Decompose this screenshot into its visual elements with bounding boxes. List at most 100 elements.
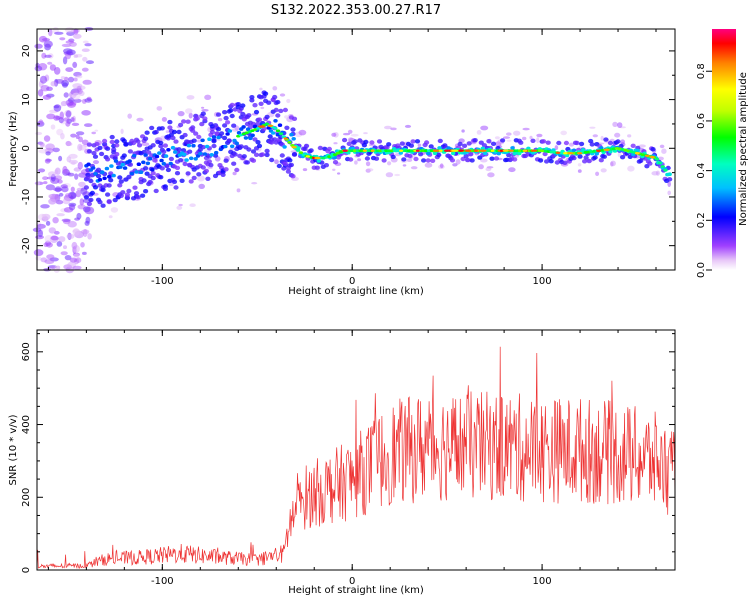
ridge-blob [588, 138, 594, 144]
x-tick-label: 100 [533, 576, 552, 587]
ridge-blob [113, 159, 119, 163]
ridge-blob [577, 154, 583, 159]
noise-blob [67, 97, 75, 103]
ridge-blob [258, 101, 264, 107]
noise-blob [120, 128, 124, 134]
ridge-blob [117, 183, 123, 188]
ridge-blob [114, 152, 120, 157]
ridge-blob [246, 147, 252, 152]
noise-blob [337, 172, 341, 175]
snr-series [36, 346, 676, 570]
ridge-blob [530, 138, 536, 143]
ridge-blob [245, 127, 251, 131]
noise-blob [44, 158, 51, 164]
ridge-blob [208, 162, 214, 168]
noise-blob [522, 136, 527, 141]
snr-y-axis-label: SNR (10 * v/v) [8, 414, 19, 485]
ridge-blob [149, 125, 155, 131]
x-tick-label: -100 [151, 576, 174, 587]
ridge-blob [346, 141, 352, 146]
ridge-blob [252, 124, 258, 129]
ridge-blob [266, 126, 271, 130]
noise-blob [494, 136, 500, 140]
ridge-blob [256, 117, 263, 122]
ridge-blob [243, 136, 249, 140]
noise-blob [50, 266, 56, 270]
ridge-blob [106, 199, 112, 204]
noise-blob [81, 67, 89, 72]
x-tick-label: 100 [533, 276, 552, 287]
ridge-blob [287, 158, 293, 163]
ridge-blob [599, 146, 604, 150]
ridge-blob [162, 186, 168, 191]
ridge-blob [99, 151, 105, 157]
ridge-blob [407, 153, 413, 159]
ridge-blob [92, 185, 99, 190]
ridge-blob [108, 178, 114, 183]
noise-blob [342, 132, 351, 136]
y-tick-label: -10 [21, 189, 32, 205]
ridge-blob [129, 171, 135, 176]
noise-blob [617, 122, 623, 128]
ridge-blob [496, 151, 501, 156]
ridge-blob [296, 146, 301, 150]
ridge-blob [472, 138, 478, 143]
noise-blob [65, 193, 71, 198]
ridge-blob [86, 201, 92, 207]
ridge-blob [222, 110, 228, 115]
ridge-blob [182, 152, 187, 157]
ridge-blob [211, 135, 217, 139]
ridge-blob [173, 185, 179, 190]
ridge-blob [256, 143, 263, 149]
ridge-blob [173, 139, 179, 144]
noise-blob [47, 171, 57, 177]
colorbar-tick-label: 0.0 [696, 262, 707, 278]
noise-blob [46, 113, 56, 120]
ridge-blob [291, 137, 296, 141]
noise-blob [402, 164, 407, 167]
noise-blob [284, 115, 289, 119]
ridge-blob [252, 137, 258, 142]
ridge-blob [317, 145, 323, 151]
ridge-blob [607, 140, 614, 146]
ridge-blob [390, 154, 396, 160]
ridge-blob [215, 112, 222, 117]
noise-blob [455, 159, 461, 165]
noise-blob [513, 130, 521, 136]
ridge-blob [271, 131, 276, 135]
noise-blob [487, 172, 495, 178]
noise-blob [577, 163, 582, 167]
noise-blob [54, 31, 64, 35]
ridge-blob [229, 102, 235, 108]
ridge-peak [530, 149, 538, 152]
ridge-blob [647, 161, 653, 166]
ridge-peak [490, 149, 495, 152]
ridge-blob [272, 94, 278, 100]
ridge-blob [97, 199, 103, 205]
snr-frame [36, 329, 676, 571]
ridge-blob [178, 122, 184, 128]
ridge-blob [285, 169, 291, 174]
colorbar-tick-label: 0.8 [696, 63, 707, 79]
noise-blob [93, 160, 99, 165]
noise-blob [73, 77, 78, 82]
ridge-blob [253, 109, 260, 115]
ridge-blob [469, 158, 475, 163]
ridge-peak [464, 149, 472, 152]
noise-blob [655, 170, 660, 176]
x-tick-label: -100 [151, 276, 174, 287]
ridge-blob [86, 162, 91, 167]
ridge-blob [244, 160, 250, 165]
ridge-blob [141, 160, 146, 165]
ridge-blob [398, 151, 403, 155]
noise-blob [189, 203, 196, 207]
noise-blob [56, 213, 65, 217]
ridge-blob [140, 193, 146, 198]
noise-blob [384, 125, 392, 130]
noise-blob [54, 167, 61, 175]
noise-blob [627, 134, 632, 138]
ridge-blob [500, 138, 506, 143]
noise-blob [37, 89, 44, 97]
ridge-blob [170, 145, 176, 150]
